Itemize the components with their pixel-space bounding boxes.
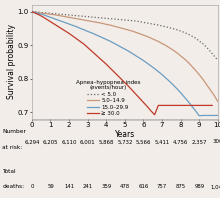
Text: 616: 616 [138, 185, 149, 189]
Text: 241: 241 [82, 185, 93, 189]
Text: 1,046: 1,046 [210, 185, 220, 189]
Text: 6,001: 6,001 [80, 139, 95, 144]
Text: at risk:: at risk: [2, 145, 22, 150]
Text: 875: 875 [176, 185, 186, 189]
Legend: < 5.0, 5.0–14.9, 15.0–29.9, ≥ 30.0: < 5.0, 5.0–14.9, 15.0–29.9, ≥ 30.0 [76, 80, 140, 116]
Text: 0: 0 [30, 185, 34, 189]
Text: 141: 141 [64, 185, 74, 189]
Text: deaths:: deaths: [2, 185, 24, 189]
Text: 6,294: 6,294 [24, 139, 40, 144]
Text: 5,868: 5,868 [99, 139, 114, 144]
Text: 359: 359 [101, 185, 111, 189]
Text: 59: 59 [47, 185, 54, 189]
Y-axis label: Survival probability: Survival probability [7, 24, 16, 99]
Text: Number: Number [2, 129, 26, 134]
X-axis label: Years: Years [115, 130, 135, 139]
Text: 757: 757 [157, 185, 167, 189]
Text: 6,110: 6,110 [61, 139, 77, 144]
Text: 300: 300 [213, 139, 220, 144]
Text: 5,732: 5,732 [117, 139, 132, 144]
Text: 6,205: 6,205 [43, 139, 58, 144]
Text: 2,357: 2,357 [192, 139, 207, 144]
Text: 5,411: 5,411 [154, 139, 170, 144]
Text: Total: Total [2, 169, 16, 174]
Text: 5,566: 5,566 [136, 139, 151, 144]
Text: 989: 989 [194, 185, 204, 189]
Text: 4,756: 4,756 [173, 139, 188, 144]
Text: 478: 478 [120, 185, 130, 189]
